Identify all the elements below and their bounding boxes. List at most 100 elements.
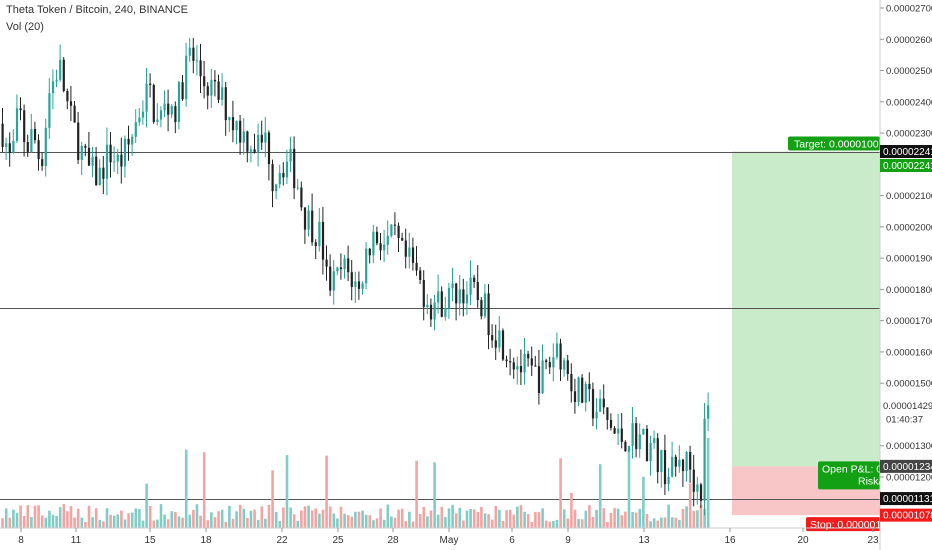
volume-bar bbox=[400, 508, 404, 528]
volume-bar bbox=[678, 519, 681, 528]
price-tick-label: 0.00001900 bbox=[886, 254, 932, 265]
volume-bar bbox=[372, 520, 375, 528]
volume-bar bbox=[264, 518, 267, 528]
candle-body bbox=[163, 103, 166, 111]
open-pnl-box[interactable] bbox=[818, 461, 880, 490]
volume-bar bbox=[411, 521, 415, 528]
risk-label: Risk/ bbox=[858, 475, 881, 487]
candle-body bbox=[638, 434, 641, 450]
volume-bar bbox=[627, 449, 631, 528]
candle-body bbox=[170, 106, 173, 115]
candle-body bbox=[660, 450, 663, 473]
volume-bar bbox=[127, 513, 130, 528]
candle-body bbox=[491, 335, 494, 341]
candle-body bbox=[30, 128, 33, 152]
volume-bar bbox=[292, 514, 296, 528]
candle-body bbox=[649, 442, 652, 461]
price-badges: 0.00002241 0.00002241 0.00001429 01:40:37 0.… bbox=[880, 145, 932, 522]
candle-body bbox=[354, 281, 357, 288]
candle-body bbox=[228, 117, 231, 121]
volume-bar bbox=[685, 506, 688, 528]
candle-body bbox=[599, 398, 602, 412]
volume-bar bbox=[591, 517, 595, 528]
candle-body bbox=[609, 419, 613, 428]
volume-bar bbox=[94, 508, 98, 528]
volume-bar bbox=[346, 515, 350, 528]
price-tick-label: 0.00002000 bbox=[886, 222, 932, 233]
volume-bar bbox=[606, 521, 609, 528]
candle-body bbox=[530, 358, 533, 366]
time-tick-label: 8 bbox=[18, 535, 24, 546]
candle-body bbox=[134, 122, 137, 137]
volume-bar bbox=[181, 517, 184, 528]
volume-bar bbox=[642, 476, 645, 528]
volume-bar bbox=[274, 511, 278, 528]
volume-bar bbox=[325, 455, 328, 528]
candle-body bbox=[537, 366, 541, 394]
volume-bar bbox=[440, 506, 444, 528]
volume-bar bbox=[436, 514, 440, 528]
volume-bar bbox=[44, 517, 48, 528]
volume-bar bbox=[451, 504, 454, 528]
volume-bar bbox=[98, 520, 102, 528]
candle-body bbox=[127, 138, 130, 145]
candle-body bbox=[606, 407, 609, 420]
target-label-box[interactable] bbox=[788, 136, 880, 151]
candle-body bbox=[12, 141, 15, 153]
candle-body bbox=[325, 259, 328, 267]
candle-body bbox=[368, 248, 371, 256]
price-tick-label: 0.00001600 bbox=[886, 347, 932, 358]
candle-body bbox=[631, 423, 634, 446]
volume-bar bbox=[519, 505, 523, 528]
candle-body bbox=[152, 85, 155, 123]
volume-bar bbox=[339, 506, 343, 528]
volume-bar bbox=[382, 519, 386, 528]
volume-bar bbox=[577, 519, 580, 528]
candle-body bbox=[545, 360, 548, 363]
volume-bar bbox=[156, 519, 159, 528]
volume-bar bbox=[703, 508, 706, 528]
candle-body bbox=[408, 247, 411, 257]
volume-indicator-label[interactable]: Vol (20) bbox=[6, 21, 44, 33]
volume-bar bbox=[537, 512, 541, 528]
candle-body bbox=[512, 362, 515, 370]
candle-body bbox=[534, 365, 537, 367]
stop-label: Stop: 0.0000015 bbox=[810, 519, 887, 531]
candle-body bbox=[80, 145, 83, 160]
candle-body bbox=[347, 258, 350, 273]
volume-bar bbox=[541, 508, 544, 528]
candle-body bbox=[275, 184, 278, 192]
candle-body bbox=[235, 120, 238, 131]
volume-bar bbox=[692, 510, 696, 528]
candle-body bbox=[361, 283, 364, 289]
volume-bar bbox=[91, 517, 94, 528]
candle-body bbox=[365, 248, 368, 284]
candle-body bbox=[84, 145, 87, 148]
volume-bar bbox=[390, 516, 393, 528]
price-tick-label: 0.00002300 bbox=[886, 129, 932, 140]
target-price-badge: 0.00002241 bbox=[883, 161, 932, 172]
volume-bar bbox=[386, 504, 390, 528]
candle-body bbox=[62, 59, 65, 91]
candle-body bbox=[210, 79, 213, 96]
candle-body bbox=[433, 302, 436, 320]
candle-body bbox=[271, 164, 274, 192]
volume-bar bbox=[505, 510, 508, 528]
volume-bar bbox=[602, 508, 606, 528]
time-tick-label: 13 bbox=[638, 535, 650, 546]
candle-body bbox=[314, 242, 317, 247]
volume-bar bbox=[51, 514, 55, 528]
volume-bar bbox=[580, 519, 584, 528]
volume-bar bbox=[544, 520, 548, 528]
volume-bar bbox=[645, 513, 649, 528]
volume-bar bbox=[177, 516, 181, 528]
volume-bar bbox=[444, 517, 447, 528]
volume-bar bbox=[199, 515, 202, 528]
volume-bar bbox=[310, 510, 314, 528]
volume-bar bbox=[145, 483, 148, 528]
candle-body bbox=[59, 59, 62, 80]
candle-body bbox=[671, 456, 674, 477]
candle-body bbox=[159, 110, 163, 120]
volume-bar bbox=[336, 518, 339, 528]
